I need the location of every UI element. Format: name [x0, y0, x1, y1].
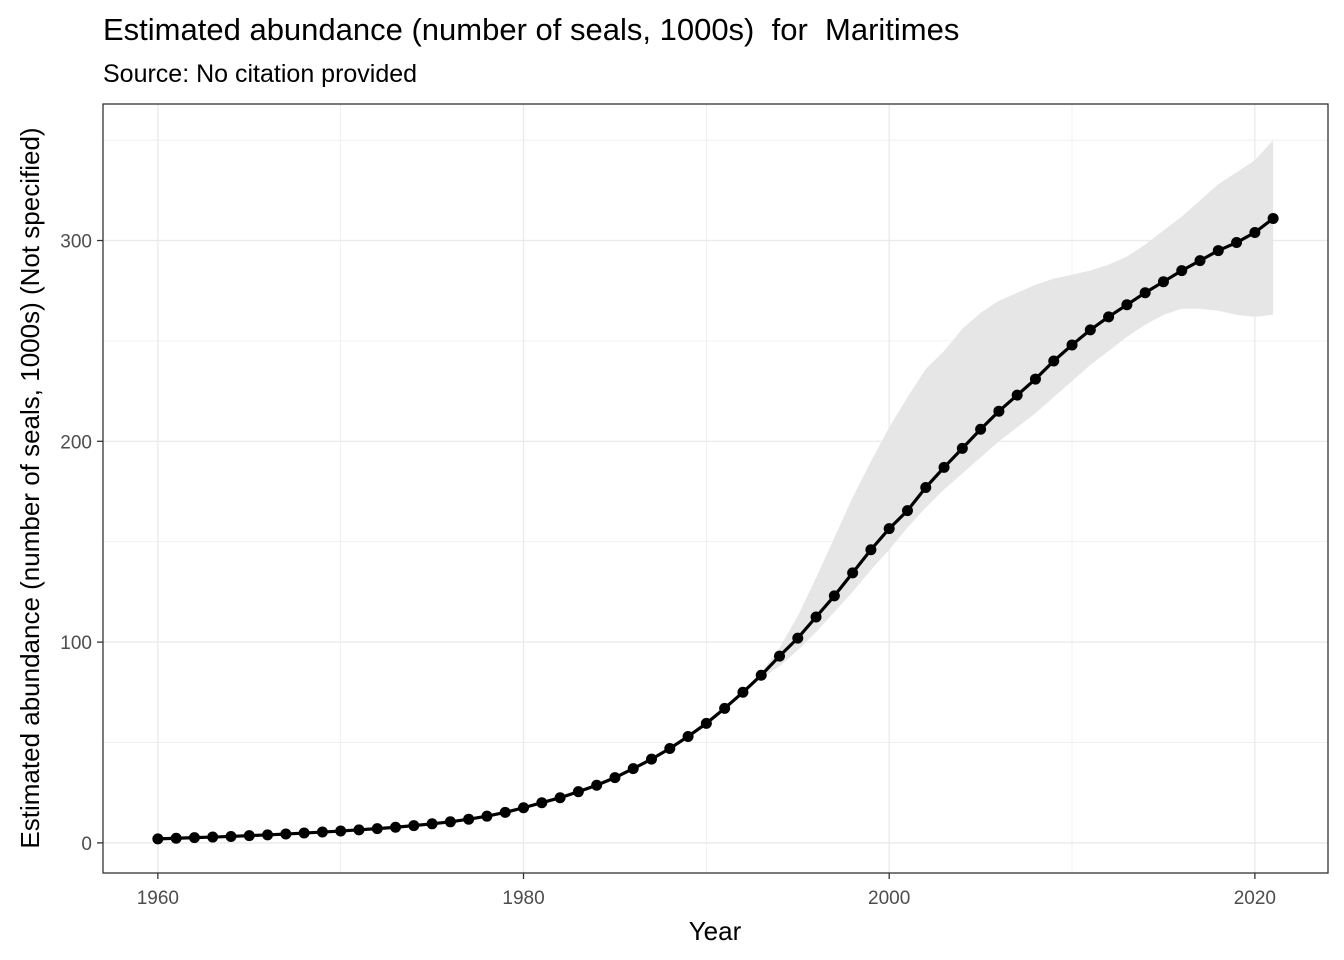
data-point	[1231, 237, 1243, 249]
data-point	[1176, 265, 1188, 277]
y-axis: 0 100 200 300	[60, 232, 103, 855]
data-point	[737, 686, 749, 698]
data-point	[901, 505, 913, 517]
data-point	[719, 702, 731, 714]
data-point	[408, 820, 420, 832]
data-point	[316, 826, 328, 838]
data-point	[975, 423, 987, 435]
data-point	[262, 829, 274, 841]
data-point	[1249, 227, 1261, 239]
data-point	[499, 806, 511, 818]
data-point	[426, 818, 438, 830]
data-point	[993, 405, 1005, 417]
data-point	[591, 779, 603, 791]
data-point	[956, 442, 968, 454]
data-point	[1066, 339, 1078, 351]
y-axis-title: Estimated abundance (number of seals, 10…	[15, 127, 45, 848]
data-point	[646, 753, 658, 765]
data-point	[152, 833, 164, 845]
data-point	[1157, 276, 1169, 288]
data-point	[536, 797, 548, 809]
data-point	[700, 717, 712, 729]
data-point	[1048, 355, 1060, 367]
x-tick-label: 2000	[868, 888, 910, 909]
data-point	[810, 611, 822, 623]
x-axis-title: Year	[689, 916, 742, 946]
data-point	[792, 632, 804, 644]
series-points-layer	[152, 212, 1279, 845]
data-point	[920, 481, 932, 493]
data-point	[207, 831, 219, 843]
data-point	[828, 590, 840, 602]
chart-title: Estimated abundance (number of seals, 10…	[103, 12, 960, 47]
x-tick-label: 2020	[1234, 888, 1276, 909]
data-point	[554, 792, 566, 804]
confidence-ribbon	[157, 140, 1274, 839]
data-point	[609, 772, 621, 784]
data-point	[1103, 311, 1115, 323]
data-point	[170, 832, 182, 844]
data-point	[518, 802, 530, 814]
y-tick-label: 100	[60, 633, 92, 654]
data-point	[1139, 287, 1151, 299]
data-point	[243, 830, 255, 842]
data-point	[1194, 255, 1206, 267]
x-axis: 1960 1980 2000 2020	[137, 873, 1276, 909]
data-point	[682, 730, 694, 742]
data-point	[444, 816, 456, 828]
data-point	[1121, 299, 1133, 311]
confidence-ribbon-layer	[157, 140, 1274, 839]
data-point	[1267, 212, 1279, 224]
data-point	[481, 810, 493, 822]
x-tick-label: 1960	[137, 888, 179, 909]
data-point	[225, 830, 237, 842]
data-point	[572, 786, 584, 798]
data-point	[847, 567, 859, 579]
data-point	[627, 763, 639, 775]
data-point	[1029, 373, 1041, 385]
y-tick-label: 0	[81, 834, 92, 855]
data-point	[188, 832, 200, 844]
data-point	[773, 650, 785, 662]
data-point	[298, 827, 310, 839]
data-point	[280, 828, 292, 840]
panel-border	[102, 103, 1329, 874]
data-point	[755, 669, 767, 681]
data-point	[664, 743, 676, 755]
data-point	[865, 544, 877, 556]
data-point	[463, 813, 475, 825]
data-point	[883, 523, 895, 535]
panel-background	[103, 104, 1328, 873]
data-point	[1084, 324, 1096, 336]
x-tick-label: 1980	[502, 888, 544, 909]
data-point	[938, 461, 950, 473]
data-point	[371, 823, 383, 835]
data-point	[1212, 245, 1224, 257]
chart-subtitle: Source: No citation provided	[103, 60, 418, 88]
data-point	[335, 825, 347, 837]
y-tick-label: 300	[60, 232, 92, 253]
gridlines	[103, 104, 1328, 873]
y-tick-label: 200	[60, 432, 92, 453]
data-point	[353, 824, 365, 836]
data-point	[1011, 389, 1023, 401]
data-point	[390, 821, 402, 833]
